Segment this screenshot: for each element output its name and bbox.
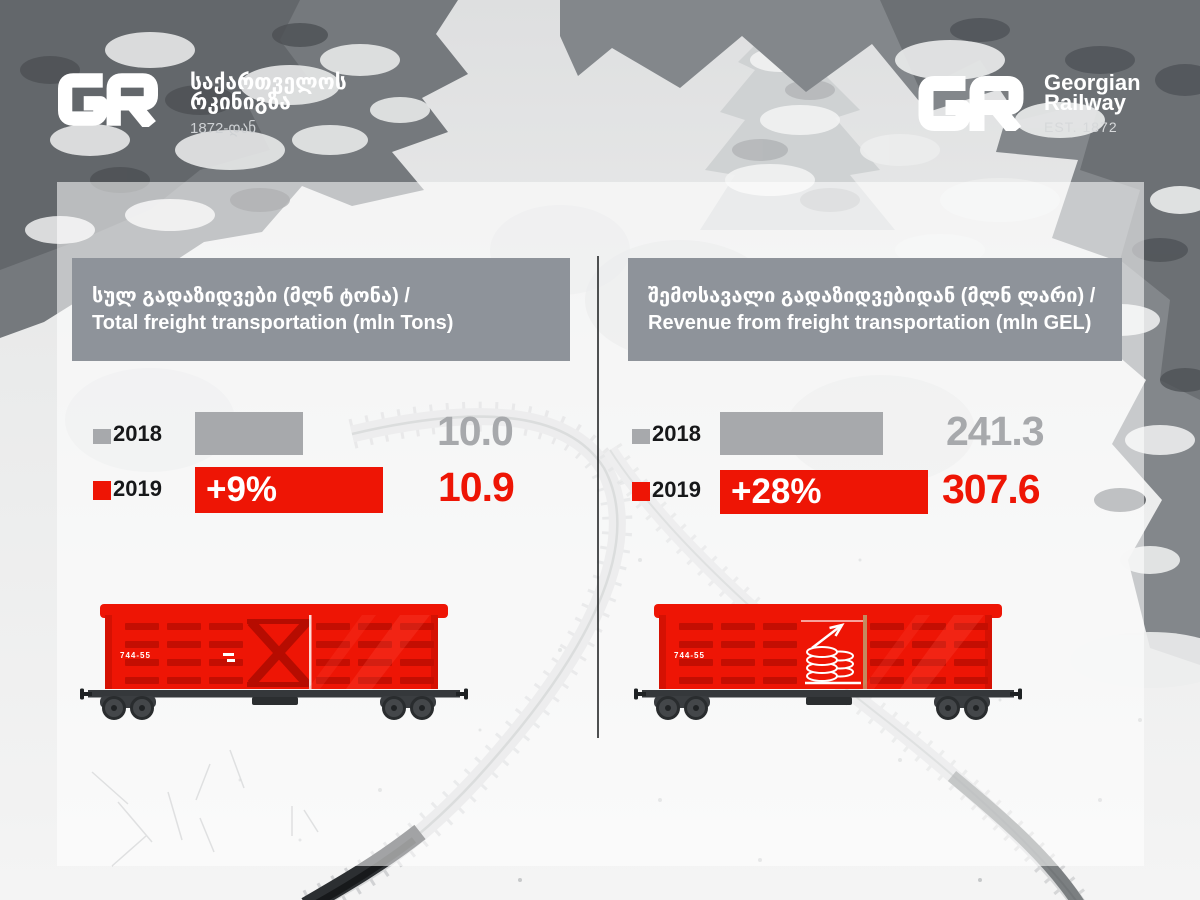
value-2019: 307.6 — [942, 466, 1041, 512]
legend-swatch-2019 — [93, 481, 111, 500]
gr-logo-icon: GR — [58, 73, 158, 127]
wagon-underframe — [634, 688, 1022, 705]
chart-title-box: შემოსავალი გადაზიდვებიდან (მლნ ლარი) / R… — [628, 258, 1122, 361]
chart-title-georgian: სულ გადაზიდვები (მლნ ტონა) / — [92, 284, 410, 307]
wagon-bogies — [654, 696, 990, 720]
chart-title-georgian: შემოსავალი გადაზიდვებიდან (მლნ ლარი) / — [648, 284, 1096, 307]
value-2018: 241.3 — [946, 408, 1045, 454]
bar-2019: +9% — [195, 467, 383, 513]
brand-name-line2: Railway — [1044, 90, 1126, 115]
legend-swatch-2018 — [93, 429, 111, 444]
gr-logo-icon: GR — [918, 76, 1024, 131]
legend-label-2018: 2018 — [113, 421, 162, 446]
wagon-door-coins-icon — [801, 615, 867, 689]
freight-wagon-icon: 744-55 — [634, 604, 1022, 720]
wagon-body: 744-55 — [100, 604, 448, 689]
wagon-underframe — [80, 688, 468, 705]
brand-since: 1872-დან — [190, 120, 257, 137]
legend-swatch-2019 — [632, 482, 650, 501]
chart-title-english: Total freight transportation (mln Tons) — [92, 311, 454, 334]
wagon-bogies — [100, 696, 436, 720]
chart-title-box: სულ გადაზიდვები (მლნ ტონა) / Total freig… — [72, 258, 570, 361]
brand-established: EST. 1872 — [1044, 119, 1118, 135]
brand-name-line2: რკინიგზა — [190, 90, 291, 114]
value-2018: 10.0 — [437, 408, 514, 454]
wagon-number: 744-55 — [674, 651, 705, 660]
wagon-body: 744-55 — [654, 604, 1002, 689]
legend-label-2018: 2018 — [652, 421, 701, 446]
change-label: +28% — [731, 472, 822, 511]
bar-2018 — [720, 412, 883, 455]
bar-2018 — [195, 412, 303, 455]
brand-name-line1: Georgian — [1044, 70, 1141, 95]
wagon-number: 744-55 — [120, 651, 151, 660]
freight-wagon-icon: 744-55 — [80, 604, 468, 720]
wagon-door-x-brace — [223, 615, 312, 689]
brand-name-line1: საქართველოს — [190, 71, 347, 94]
bar-2019: +28% — [720, 470, 928, 514]
value-2019: 10.9 — [438, 464, 515, 510]
legend-label-2019: 2019 — [113, 476, 162, 501]
panel-divider — [597, 256, 599, 738]
chart-title-english: Revenue from freight transportation (mln… — [648, 311, 1092, 334]
brand-name-english: Georgian Railway EST. 1872 — [1044, 70, 1141, 136]
change-label: +9% — [206, 470, 278, 509]
legend-swatch-2018 — [632, 429, 650, 444]
legend-label-2019: 2019 — [652, 477, 701, 502]
brand-name-georgian: საქართველოს რკინიგზა 1872-დან — [190, 71, 347, 137]
